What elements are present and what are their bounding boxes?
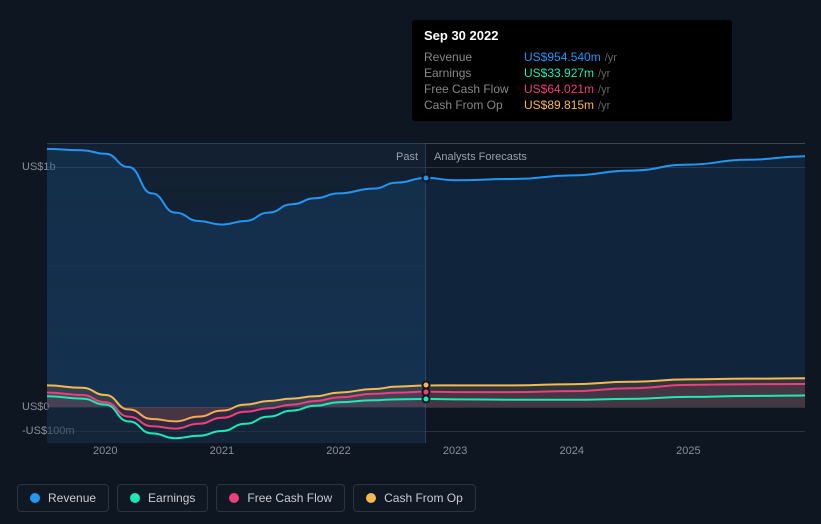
tooltip-metric-suffix: /yr <box>605 52 617 64</box>
legend-item-cash_from_op[interactable]: Cash From Op <box>353 484 476 512</box>
x-axis-tick-label: 2024 <box>560 445 584 457</box>
tooltip-metric-label: Cash From Op <box>424 98 524 112</box>
tooltip-metric-value: US$64.021m <box>524 82 594 96</box>
legend-label: Free Cash Flow <box>247 491 332 505</box>
data-tooltip: Sep 30 2022 RevenueUS$954.540m/yrEarning… <box>412 20 732 121</box>
legend-dot-icon <box>366 493 376 503</box>
legend-item-earnings[interactable]: Earnings <box>117 484 208 512</box>
legend-label: Earnings <box>148 491 195 505</box>
tooltip-metric-label: Earnings <box>424 66 524 80</box>
tooltip-metric-suffix: /yr <box>598 100 610 112</box>
chart-legend: Revenue Earnings Free Cash Flow Cash From O… <box>17 484 476 512</box>
highlight-dot-revenue <box>422 173 431 182</box>
tooltip-metric-suffix: /yr <box>598 68 610 80</box>
tooltip-metric-suffix: /yr <box>598 84 610 96</box>
tooltip-row: Cash From OpUS$89.815m/yr <box>424 97 720 113</box>
legend-dot-icon <box>130 493 140 503</box>
chart-plot[interactable]: Past Analysts Forecasts <box>47 143 805 443</box>
tooltip-row: RevenueUS$954.540m/yr <box>424 49 720 65</box>
legend-dot-icon <box>229 493 239 503</box>
legend-item-revenue[interactable]: Revenue <box>17 484 109 512</box>
tooltip-date: Sep 30 2022 <box>424 28 720 43</box>
x-axis-tick-label: 2020 <box>93 445 117 457</box>
legend-label: Revenue <box>48 491 96 505</box>
legend-label: Cash From Op <box>384 491 463 505</box>
tooltip-metric-value: US$954.540m <box>524 50 601 64</box>
highlight-dot-earnings <box>422 394 431 403</box>
x-axis-tick-label: 2021 <box>210 445 234 457</box>
tooltip-metric-label: Revenue <box>424 50 524 64</box>
tooltip-row: Free Cash FlowUS$64.021m/yr <box>424 81 720 97</box>
y-axis-tick-label: US$0 <box>22 401 26 413</box>
legend-item-free_cash_flow[interactable]: Free Cash Flow <box>216 484 345 512</box>
x-axis-tick-label: 2023 <box>443 445 467 457</box>
legend-dot-icon <box>30 493 40 503</box>
x-axis-tick-label: 2025 <box>676 445 700 457</box>
x-axis: 2020 2021 2022 2023 2024 2025 <box>47 445 805 461</box>
tooltip-metric-value: US$89.815m <box>524 98 594 112</box>
x-axis-tick-label: 2022 <box>326 445 350 457</box>
tooltip-row: EarningsUS$33.927m/yr <box>424 65 720 81</box>
y-axis-tick-label: US$1b <box>22 161 26 173</box>
y-axis-tick-label: -US$100m <box>22 425 26 437</box>
tooltip-metric-label: Free Cash Flow <box>424 82 524 96</box>
tooltip-metric-value: US$33.927m <box>524 66 594 80</box>
forecast-chart: US$1b US$0 -US$100m Past Analysts Forecast… <box>17 143 805 443</box>
